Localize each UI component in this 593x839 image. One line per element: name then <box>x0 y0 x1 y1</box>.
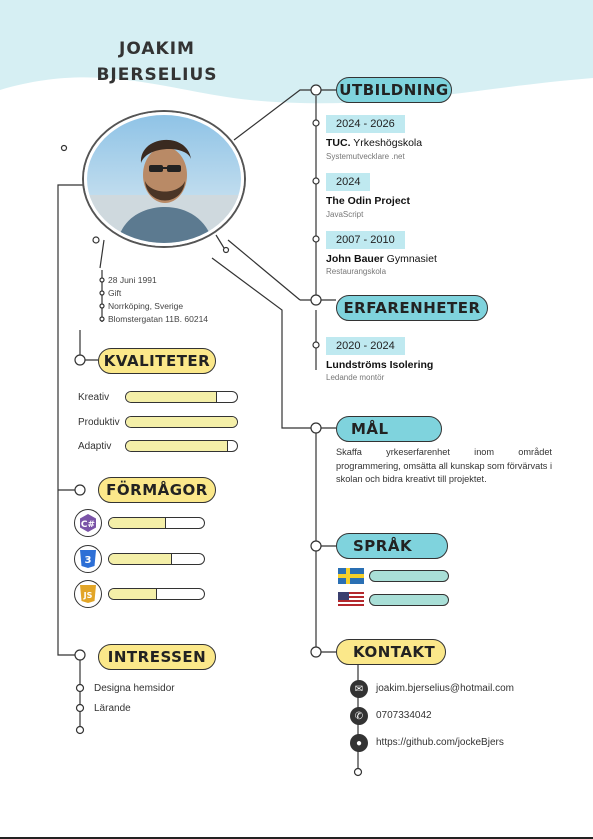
contact-phone[interactable]: 0707334042 <box>376 710 432 721</box>
education-title: TUC. Yrkeshögskola <box>326 137 423 149</box>
phone-icon: ✆ <box>350 707 368 725</box>
profile-photo <box>84 112 244 246</box>
section-formagor: FÖRMÅGOR <box>98 477 216 503</box>
skill-bar-javascript <box>108 588 205 600</box>
language-bar-english <box>369 594 449 606</box>
education-date: 2007 - 2010 <box>326 231 405 249</box>
education-date: 2024 - 2026 <box>326 115 405 133</box>
address: Blomstergatan 11B. 60214 <box>108 314 209 324</box>
quality-bar <box>125 391 238 403</box>
location: Norrköping, Sverige <box>108 301 184 311</box>
education-title: John Bauer Gymnasiet <box>326 253 437 265</box>
javascript-icon: JS <box>74 580 102 608</box>
interest-item: Lärande <box>94 703 131 714</box>
section-sprak: SPRÅK <box>336 533 448 559</box>
section-mal: MÅL <box>336 416 442 442</box>
svg-text:JS: JS <box>83 591 93 600</box>
experience-title: Lundströms Isolering <box>326 359 434 371</box>
quality-bar <box>125 416 238 428</box>
sweden-flag-icon <box>338 568 364 584</box>
quality-label: Kreativ <box>78 392 110 403</box>
csharp-icon: C# <box>74 509 102 537</box>
section-utbildning: UTBILDNING <box>336 77 452 103</box>
usa-flag-icon <box>338 592 364 608</box>
marital-status: Gift <box>108 288 122 298</box>
education-date: 2024 <box>326 173 371 191</box>
experience-date: 2020 - 2024 <box>326 337 405 355</box>
language-bar-swedish <box>369 570 449 582</box>
skill-bar-csharp <box>108 517 205 529</box>
svg-text:C#: C# <box>81 520 95 530</box>
contact-email[interactable]: joakim.bjerselius@hotmail.com <box>376 683 514 694</box>
github-icon: ● <box>350 734 368 752</box>
education-subtitle: Restaurangskola <box>326 267 387 276</box>
email-icon: ✉ <box>350 680 368 698</box>
section-kontakt: KONTAKT <box>336 639 446 665</box>
birth-date: 28 Juni 1991 <box>108 275 157 285</box>
goal-text: Skaffa yrkeserfarenhet inom området prog… <box>336 447 552 484</box>
section-intressen: INTRESSEN <box>98 644 216 670</box>
education-title: The Odin Project <box>326 195 411 207</box>
education-subtitle: Systemutvecklare .net <box>326 152 405 161</box>
section-erfarenheter: ERFARENHETER <box>336 295 488 321</box>
svg-text:3: 3 <box>85 555 92 566</box>
first-name: JOAKIM <box>119 39 195 59</box>
css3-icon: 3 <box>74 545 102 573</box>
quality-label: Produktiv <box>78 417 120 428</box>
quality-bar <box>125 440 238 452</box>
contact-github[interactable]: https://github.com/jockeBjers <box>376 737 504 748</box>
experience-subtitle: Ledande montör <box>326 373 385 382</box>
education-subtitle: JavaScript <box>326 210 364 219</box>
page-bottom-rule <box>0 837 593 839</box>
skill-bar-css <box>108 553 205 565</box>
quality-label: Adaptiv <box>78 441 112 452</box>
section-kvaliteter: KVALITETER <box>98 348 216 374</box>
last-name: BJERSELIUS <box>96 65 218 85</box>
interest-item: Designa hemsidor <box>94 683 175 694</box>
